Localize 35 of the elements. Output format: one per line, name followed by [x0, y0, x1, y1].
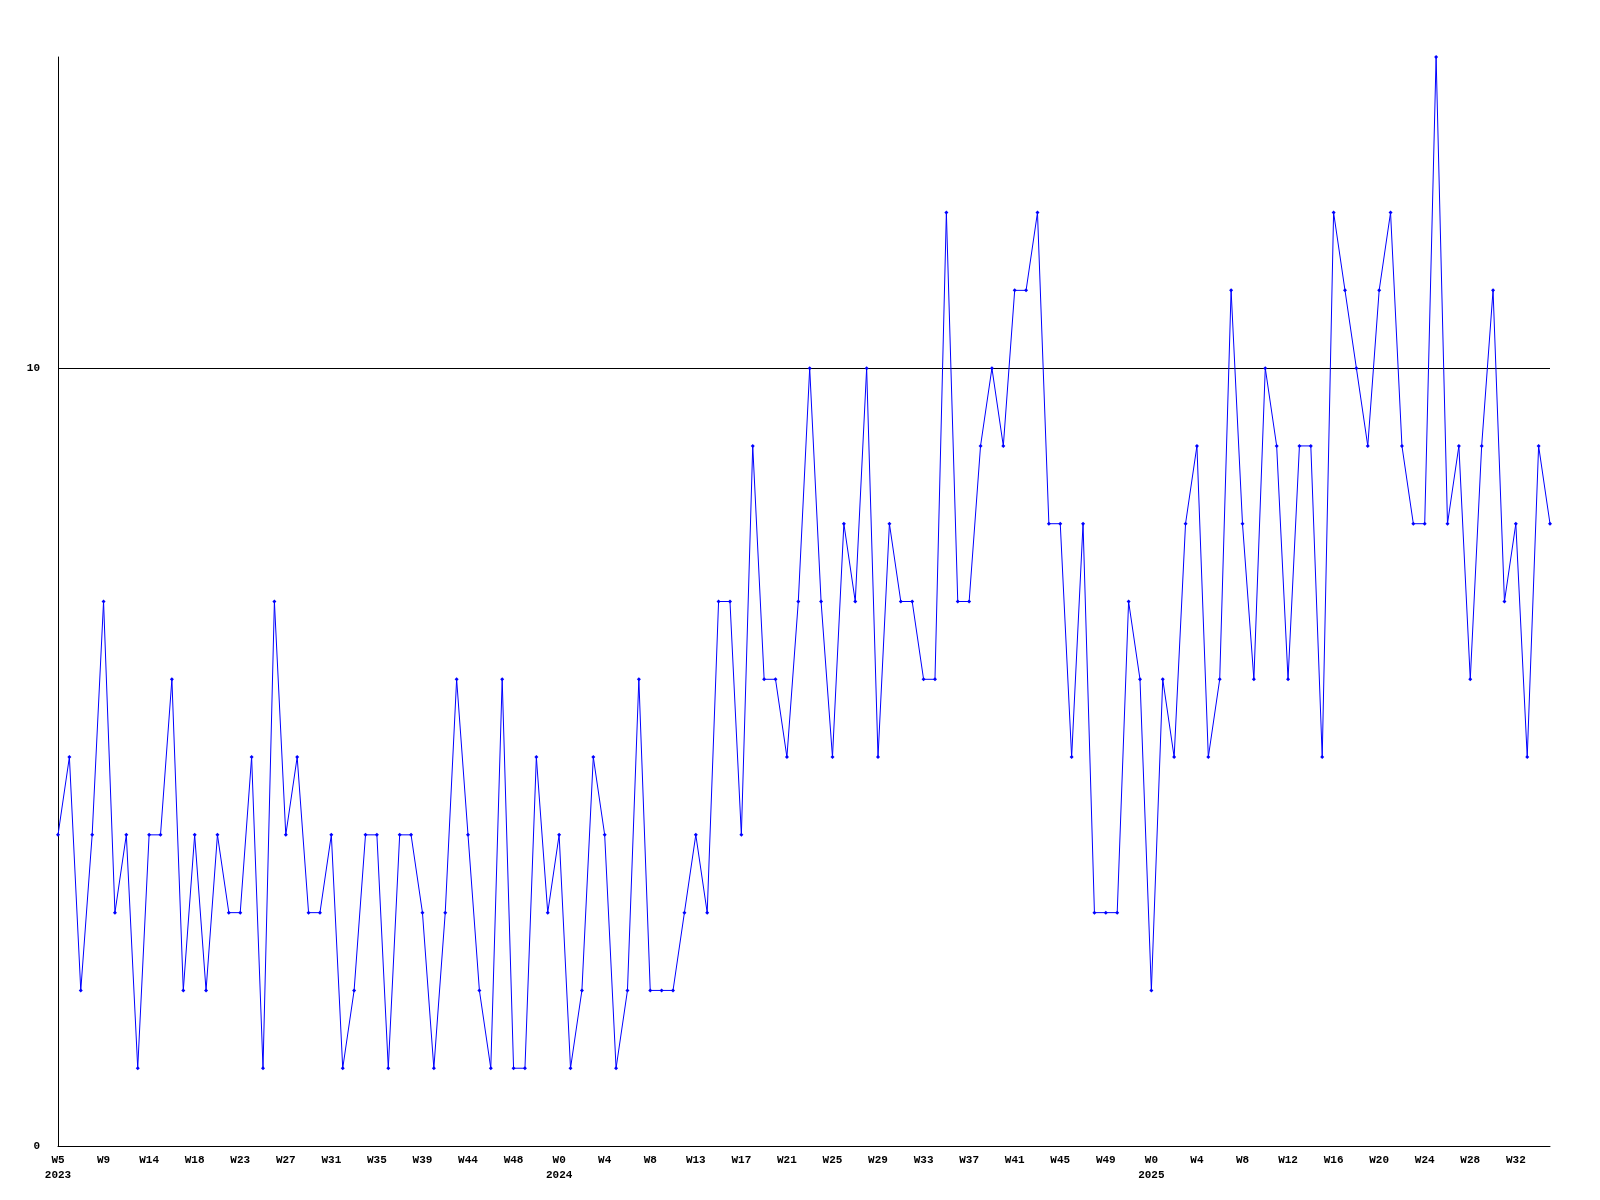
x-tick-label: W8	[1235, 1153, 1250, 1166]
x-tick-label: W27	[275, 1153, 296, 1166]
x-tick-label: W14	[139, 1153, 160, 1166]
x-tick-label: W16	[1323, 1153, 1344, 1166]
y-tick-label: 0	[33, 1140, 40, 1152]
x-tick-label: W4	[1190, 1153, 1204, 1166]
x-tick-label: W17	[731, 1153, 752, 1166]
x-tick-label: W5 2023	[44, 1153, 72, 1181]
x-tick-label: W37	[959, 1153, 980, 1166]
x-tick-label: W49	[1095, 1153, 1116, 1166]
x-tick-label: W44	[458, 1153, 479, 1166]
x-tick-label: W45	[1050, 1153, 1071, 1166]
x-tick-label: W21	[777, 1153, 798, 1166]
x-tick-label: W29	[868, 1153, 888, 1166]
x-tick-label: W9	[96, 1153, 111, 1166]
x-tick-label: W39	[412, 1153, 433, 1166]
x-tick-label: W8	[643, 1153, 658, 1166]
x-tick-label: W18	[184, 1153, 205, 1166]
x-tick-label: W23	[230, 1153, 251, 1166]
x-tick-label: W48	[503, 1153, 524, 1166]
x-tick-label: W41	[1004, 1153, 1025, 1166]
y-tick-label: 10	[26, 362, 40, 375]
x-tick-label: W25	[822, 1153, 843, 1166]
x-tick-label: W13	[685, 1153, 707, 1166]
x-tick-label: W32	[1505, 1153, 1526, 1166]
x-tick-label: W4	[598, 1153, 612, 1166]
x-tick-label: W20	[1369, 1153, 1390, 1166]
x-tick-label: W24	[1414, 1153, 1436, 1166]
x-tick-label: W35	[366, 1153, 388, 1166]
x-tick-label: W33	[913, 1153, 934, 1166]
x-tick-label: W0 2025	[1138, 1153, 1165, 1181]
x-tick-label: W0 2024	[545, 1153, 573, 1181]
x-tick-label: W31	[321, 1153, 342, 1166]
x-tick-label: W12	[1278, 1153, 1298, 1166]
x-tick-label: W28	[1460, 1153, 1481, 1166]
